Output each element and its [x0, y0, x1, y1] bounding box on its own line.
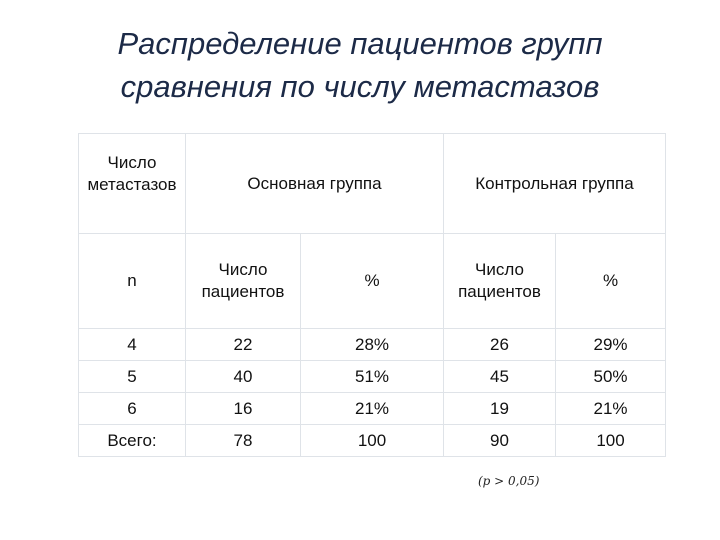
- subheader-cell: Число пациентов: [185, 233, 301, 329]
- subheader-cell: n: [78, 233, 186, 329]
- table-cell: 50%: [555, 360, 666, 393]
- table-cell: 100: [300, 424, 444, 457]
- table-cell: 5: [78, 360, 186, 393]
- table-body: 4 22 28% 26 29% 5 40 51% 45 50% 6 16 21% 19 21% Всего: 7…: [78, 328, 666, 457]
- table-row: 5 40 51% 45 50%: [78, 360, 666, 393]
- table-row: 4 22 28% 26 29%: [78, 328, 666, 361]
- slide-title: Распределение пациентов групп сравнения …: [117, 26, 603, 104]
- header-cell: Основная группа: [185, 133, 444, 234]
- table-cell: 4: [78, 328, 186, 361]
- table-cell: 26: [443, 328, 556, 361]
- table-row: Всего: 78 100 90 100: [78, 424, 666, 457]
- table-cell: 29%: [555, 328, 666, 361]
- table-cell: 21%: [300, 392, 444, 425]
- subheader-row: n Число пациентов % Число пациентов %: [78, 233, 666, 329]
- subheader-cell: %: [555, 233, 666, 329]
- table-cell: 51%: [300, 360, 444, 393]
- table-cell: 28%: [300, 328, 444, 361]
- data-table: Число метастазов Основная группа Контрол…: [78, 133, 666, 457]
- header-cell: Контрольная группа: [443, 133, 666, 234]
- table-cell: 21%: [555, 392, 666, 425]
- header-row: Число метастазов Основная группа Контрол…: [78, 133, 666, 234]
- header-cell: Число метастазов: [78, 133, 186, 234]
- table-cell: 40: [185, 360, 301, 393]
- table-cell: 90: [443, 424, 556, 457]
- table-cell: 45: [443, 360, 556, 393]
- table-cell: Всего:: [78, 424, 186, 457]
- footnote: (p > 0,05): [478, 474, 540, 488]
- subheader-cell: Число пациентов: [443, 233, 556, 329]
- subheader-cell: %: [300, 233, 444, 329]
- table-cell: 78: [185, 424, 301, 457]
- table-cell: 6: [78, 392, 186, 425]
- table-cell: 16: [185, 392, 301, 425]
- table-cell: 22: [185, 328, 301, 361]
- table-cell: 100: [555, 424, 666, 457]
- table-cell: 19: [443, 392, 556, 425]
- table-row: 6 16 21% 19 21%: [78, 392, 666, 425]
